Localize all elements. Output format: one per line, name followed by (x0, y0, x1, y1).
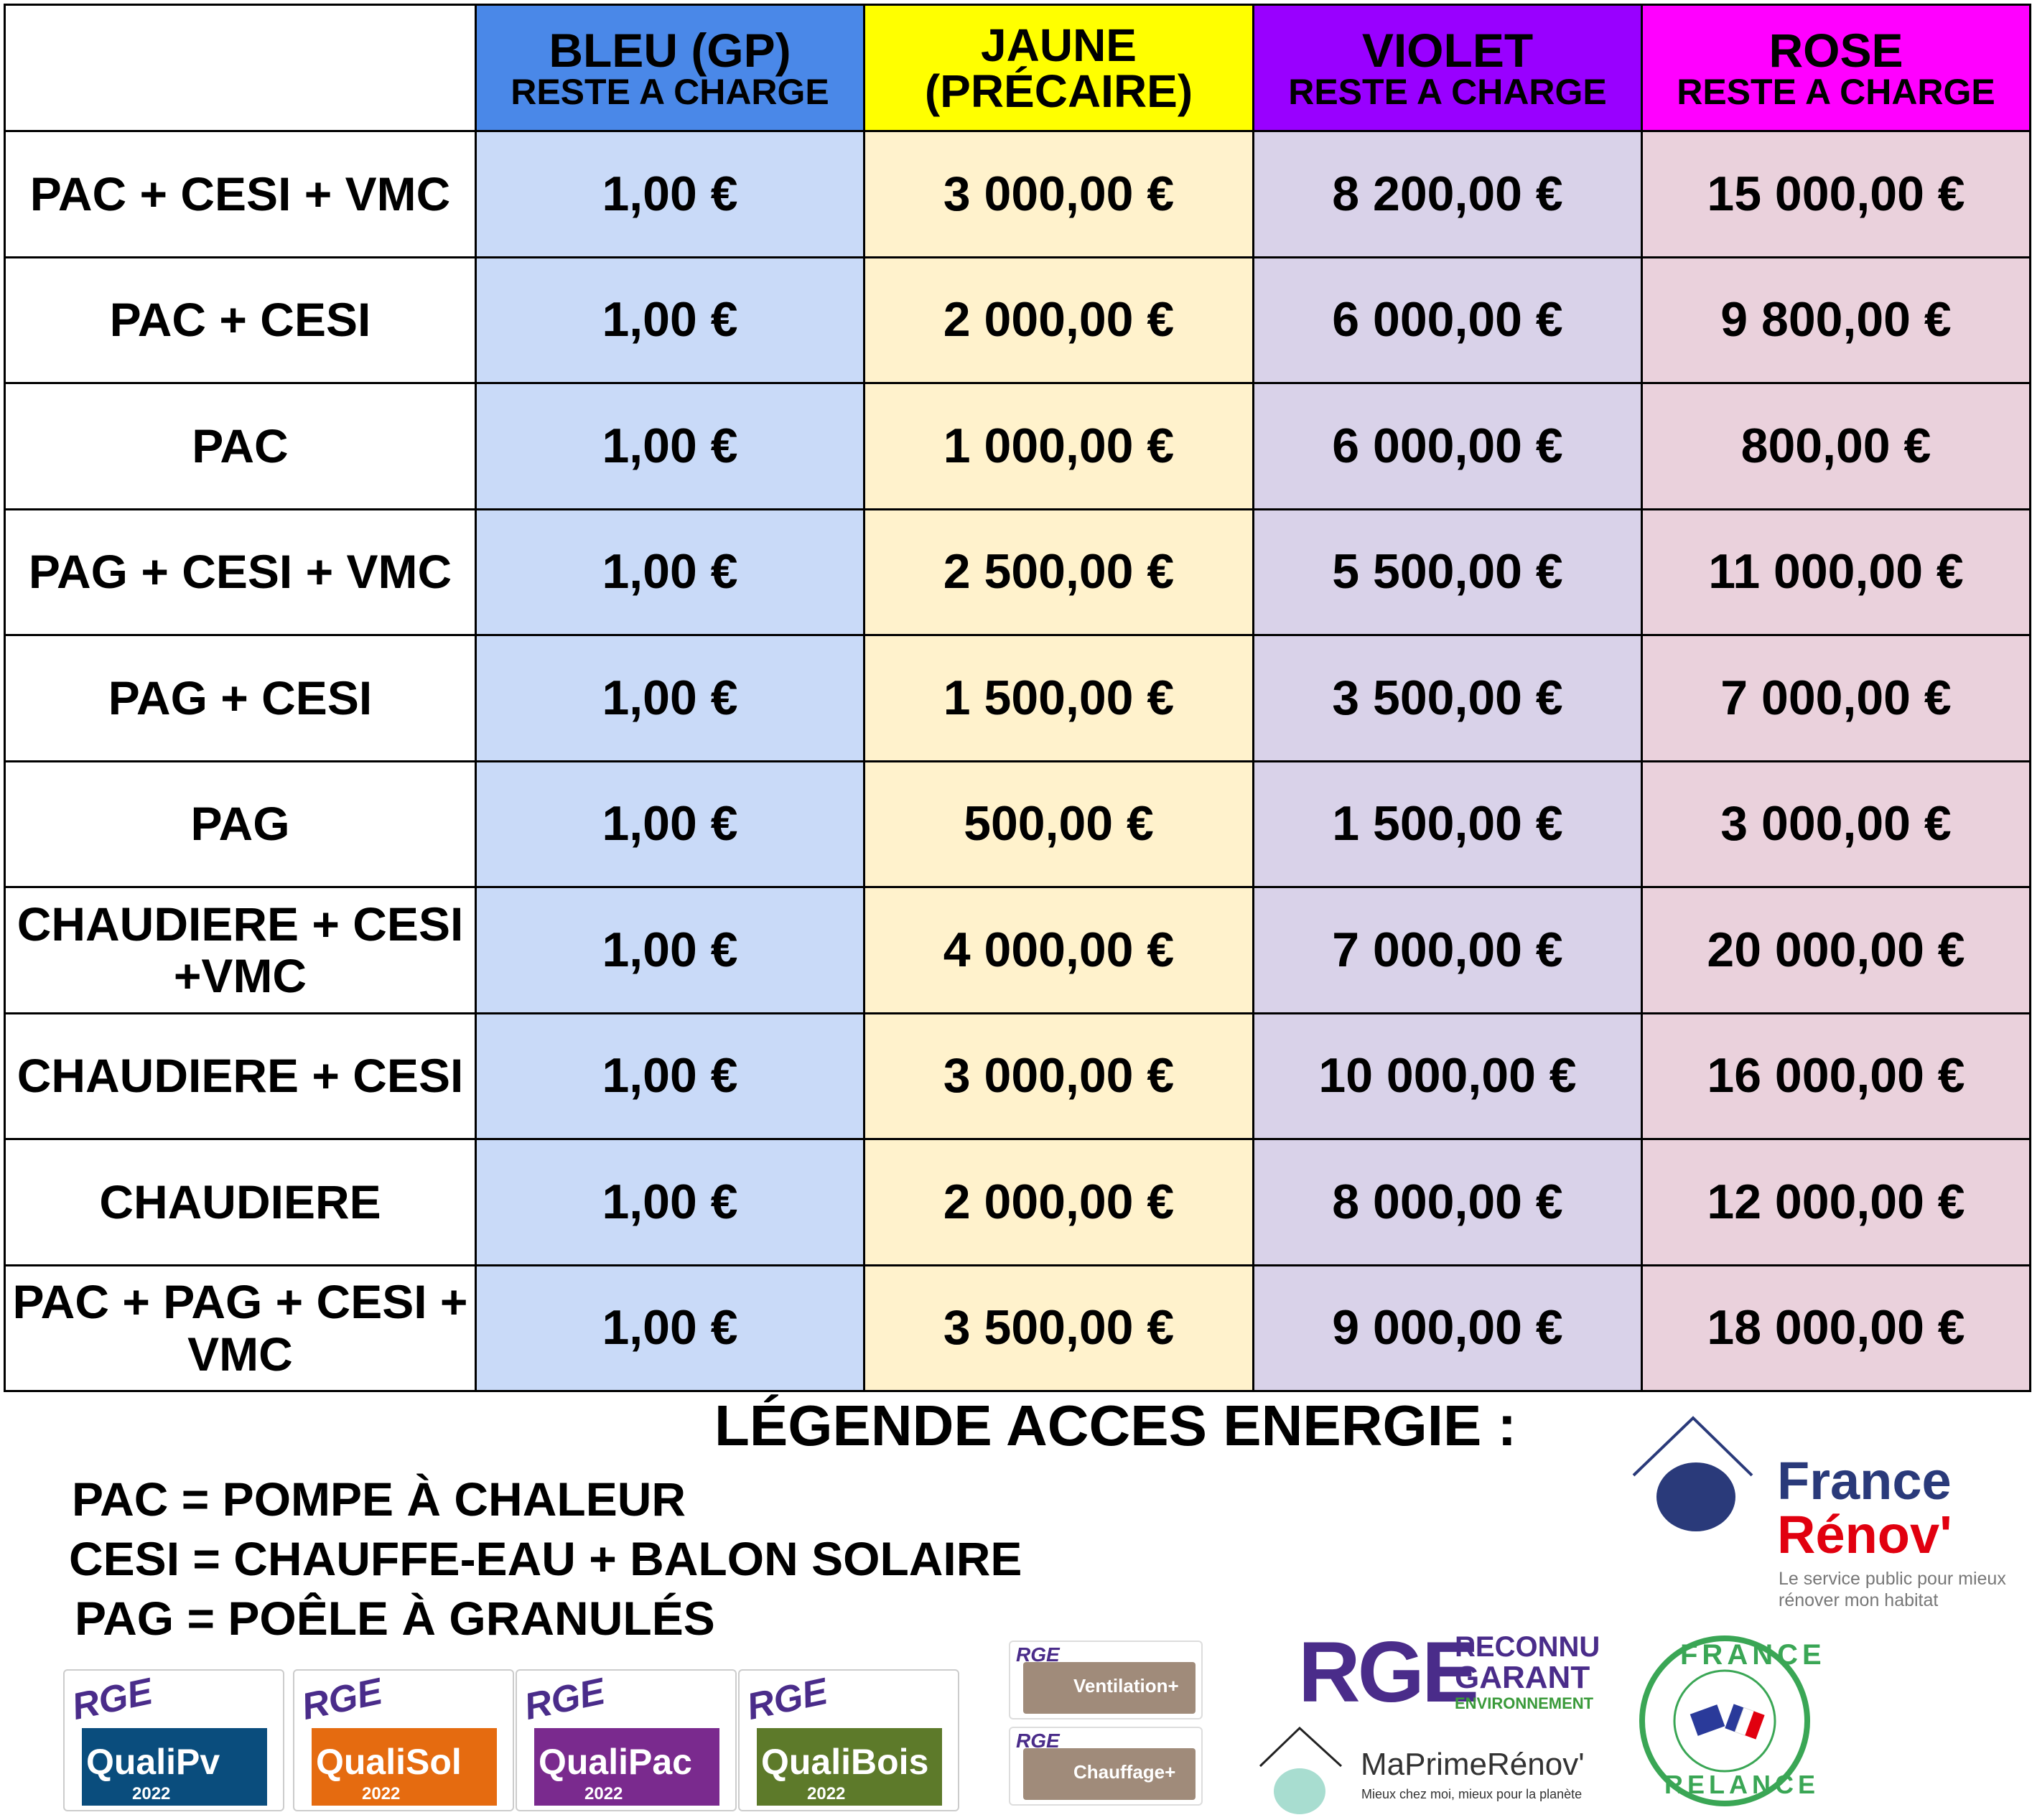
price-cell: 2 000,00 € (863, 256, 1254, 384)
price-cell: 7 000,00 € (1252, 886, 1643, 1014)
price-cell: 1,00 € (475, 130, 865, 258)
table-row: CHAUDIERE + CESI 1,00 €3 000,00 €10 000,0… (4, 1012, 2031, 1140)
row-label: CHAUDIERE + CESI +VMC (4, 886, 477, 1014)
france-relance-logo: FRANCE RELANCE (1637, 1633, 1822, 1809)
price-cell: 9 000,00 € (1252, 1264, 1643, 1392)
legend-item-pag: PAG = POÊLE À GRANULÉS (75, 1592, 715, 1645)
price-cell: 1 000,00 € (863, 382, 1254, 510)
table-row: CHAUDIERE + CESI +VMC 1,00 €4 000,00 €7 0… (4, 886, 2031, 1014)
legend-title: LÉGENDE ACCES ENERGIE : (714, 1394, 1517, 1457)
price-cell: 15 000,00 € (1641, 130, 2031, 258)
price-cell: 8 000,00 € (1252, 1138, 1643, 1266)
header-title: JAUNE (981, 19, 1137, 71)
table-row: CHAUDIERE 1,00 €2 000,00 €8 000,00 €12 00… (4, 1138, 2031, 1266)
price-cell: 1,00 € (475, 634, 865, 762)
header-title: BLEU (GP) (549, 23, 791, 77)
price-cell: 1,00 € (475, 1264, 865, 1392)
header-title: ROSE (1768, 23, 1903, 77)
row-label: PAC + CESI (4, 256, 477, 384)
price-cell: 1,00 € (475, 886, 865, 1014)
price-cell: 1,00 € (475, 256, 865, 384)
row-label: PAC + CESI + VMC (4, 130, 477, 258)
price-cell: 3 000,00 € (863, 130, 1254, 258)
price-table: BLEU (GP) RESTE A CHARGE JAUNE (PRÉCAIRE) VI… (4, 4, 2031, 1392)
row-label: PAG + CESI (4, 634, 477, 762)
column-header-empty (4, 4, 477, 132)
price-cell: 9 800,00 € (1641, 256, 2031, 384)
price-cell: 4 000,00 € (863, 886, 1254, 1014)
header-subtitle: RESTE A CHARGE (511, 71, 829, 112)
table-row: PAC + PAG + CESI + VMC 1,00 €3 500,00 €9 … (4, 1264, 2031, 1392)
row-label: CHAUDIERE + CESI (4, 1012, 477, 1140)
price-cell: 8 200,00 € (1252, 130, 1643, 258)
price-cell: 20 000,00 € (1641, 886, 2031, 1014)
header-subtitle: RESTE A CHARGE (1677, 71, 1995, 112)
price-cell: 12 000,00 € (1641, 1138, 2031, 1266)
table-row: PAC 1,00 €1 000,00 €6 000,00 €800,00 € (4, 382, 2031, 510)
price-cell: 1,00 € (475, 382, 865, 510)
price-cell: 3 500,00 € (1252, 634, 1643, 762)
row-label: PAC + PAG + CESI + VMC (4, 1264, 477, 1392)
column-header-bleu: BLEU (GP) RESTE A CHARGE (475, 4, 865, 132)
table-row: PAG 1,00 €500,00 €1 500,00 €3 000,00 € (4, 760, 2031, 888)
price-cell: 11 000,00 € (1641, 508, 2031, 636)
price-cell: 3 500,00 € (863, 1264, 1254, 1392)
price-cell: 7 000,00 € (1641, 634, 2031, 762)
price-cell: 6 000,00 € (1252, 256, 1643, 384)
header-subtitle: (PRÉCAIRE) (924, 65, 1193, 117)
price-cell: 1,00 € (475, 1138, 865, 1266)
house-icon (1632, 1416, 1753, 1531)
legend-item-cesi: CESI = CHAUFFE-EAU + BALON SOLAIRE (69, 1532, 1022, 1585)
row-label: PAG + CESI + VMC (4, 508, 477, 636)
price-cell: 1,00 € (475, 508, 865, 636)
header-subtitle: RESTE A CHARGE (1288, 71, 1607, 112)
row-label: CHAUDIERE (4, 1138, 477, 1266)
row-label: PAC (4, 382, 477, 510)
rge-qualisol-badge: QualiSol 2022 RGE (293, 1669, 514, 1811)
header-title: VIOLET (1361, 23, 1534, 77)
price-cell: 3 000,00 € (863, 1012, 1254, 1140)
row-label: PAG (4, 760, 477, 888)
price-cell: 2 000,00 € (863, 1138, 1254, 1266)
table-row: PAG + CESI + VMC 1,00 €2 500,00 €5 500,00… (4, 508, 2031, 636)
rge-garant-logo: RGE RECONNU GARANT ENVIRONNEMENT (1298, 1624, 1600, 1720)
maprimerenov-logo: MaPrimeRénov' Mieux chez moi, mieux pour… (1257, 1727, 1601, 1816)
rge-chauffage-badge: RGE Chauffage+ (1009, 1727, 1203, 1806)
column-header-jaune: JAUNE (PRÉCAIRE) (863, 4, 1254, 132)
rge-qualipac-badge: QualiPac 2022 RGE (516, 1669, 737, 1811)
price-cell: 6 000,00 € (1252, 382, 1643, 510)
rge-ventilation-badge: RGE Ventilation+ (1009, 1641, 1203, 1719)
column-header-violet: VIOLET RESTE A CHARGE (1252, 4, 1643, 132)
legend-item-pac: PAC = POMPE À CHALEUR (72, 1473, 686, 1526)
price-cell: 16 000,00 € (1641, 1012, 2031, 1140)
price-cell: 1 500,00 € (863, 634, 1254, 762)
price-cell: 1,00 € (475, 760, 865, 888)
house-icon (1259, 1727, 1343, 1814)
price-cell: 800,00 € (1641, 382, 2031, 510)
rge-qualipv-badge: QualiPv 2022 RGE (63, 1669, 284, 1811)
price-cell: 10 000,00 € (1252, 1012, 1643, 1140)
table-row: PAG + CESI 1,00 €1 500,00 €3 500,00 €7 00… (4, 634, 2031, 762)
table-row: PAC + CESI 1,00 €2 000,00 €6 000,00 €9 80… (4, 256, 2031, 384)
price-cell: 2 500,00 € (863, 508, 1254, 636)
price-cell: 3 000,00 € (1641, 760, 2031, 888)
rge-qualibois-badge: QualiBois 2022 RGE (738, 1669, 959, 1811)
table-row: PAC + CESI + VMC 1,00 €3 000,00 €8 200,00… (4, 130, 2031, 258)
price-cell: 1,00 € (475, 1012, 865, 1140)
price-cell: 1 500,00 € (1252, 760, 1643, 888)
price-cell: 18 000,00 € (1641, 1264, 2031, 1392)
price-cell: 500,00 € (863, 760, 1254, 888)
france-renov-logo: France Rénov' Le service public pour mie… (1630, 1414, 2032, 1615)
column-header-rose: ROSE RESTE A CHARGE (1641, 4, 2031, 132)
price-cell: 5 500,00 € (1252, 508, 1643, 636)
